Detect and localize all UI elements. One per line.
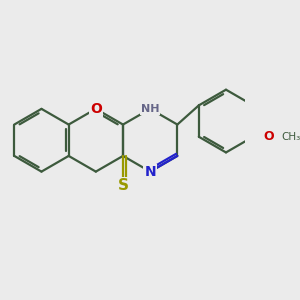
Text: O: O [263, 130, 274, 143]
Text: N: N [144, 165, 156, 178]
Text: NH: NH [141, 104, 159, 114]
Text: O: O [90, 102, 102, 116]
Text: S: S [118, 178, 128, 193]
Text: CH₃: CH₃ [281, 132, 300, 142]
